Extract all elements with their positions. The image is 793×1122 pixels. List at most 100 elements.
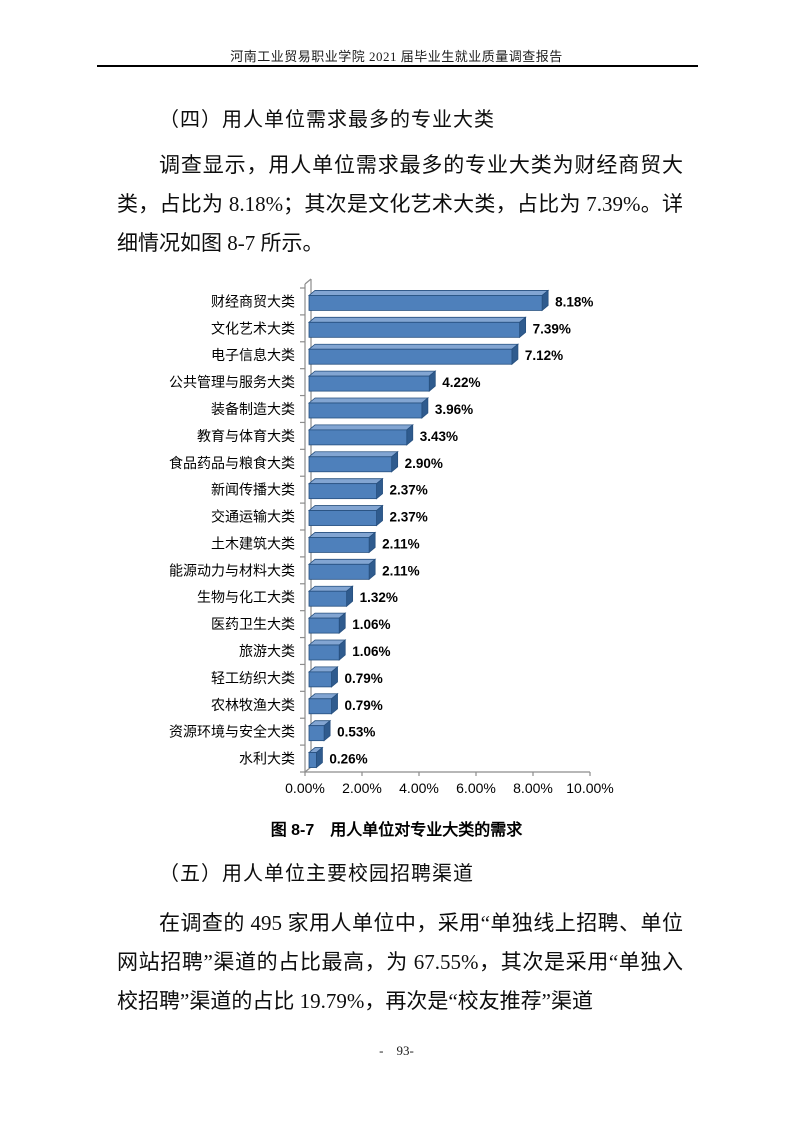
bar [308,617,340,634]
value-label: 3.96% [435,402,473,417]
bar [308,752,317,768]
category-label: 资源环境与安全大类 [169,724,295,740]
bar-row: 生物与化工大类 1.32% [197,585,398,608]
bar-row: 新闻传播大类 2.37% [211,477,428,500]
value-label: 2.11% [382,536,420,551]
bar [308,537,370,553]
bar [308,295,543,311]
category-label: 教育与体育大类 [197,428,295,444]
value-label: 7.39% [533,321,571,336]
bar-top-face [307,343,520,350]
x-tick-label: 10.00% [566,780,613,796]
page-header-title: 河南工业贸易职业学院 2021 届毕业生就业质量调查报告 [230,49,563,64]
bar-row: 公共管理与服务大类 4.22% [169,370,481,392]
bar-row: 文化艺术大类 7.39% [211,316,571,339]
bar-top-face [307,290,550,296]
value-label: 2.90% [405,456,443,471]
page-number: - 93- [379,1043,414,1058]
category-label: 轻工纺织大类 [211,670,295,686]
x-tick-label: 8.00% [513,780,553,796]
value-label: 8.18% [555,294,593,309]
bar-row: 土木建筑大类 2.11% [211,531,420,554]
section-4-heading: （四）用人单位需求最多的专业大类 [159,109,495,131]
bar [308,402,423,419]
value-label: 2.37% [390,510,428,525]
bar [308,590,348,607]
bar [308,375,430,392]
category-label: 食品药品与粮食大类 [169,455,295,471]
category-label: 土木建筑大类 [211,535,295,551]
bar-row: 水利大类 0.26% [239,746,368,769]
category-label: 财经商贸大类 [211,293,295,309]
x-tick-label: 0.00% [285,780,325,796]
category-label: 生物与化工大类 [197,589,295,605]
x-tick-label: 4.00% [399,780,439,796]
category-label: 文化艺术大类 [211,320,295,336]
category-label: 公共管理与服务大类 [169,374,295,390]
x-tick-label: 2.00% [342,780,382,796]
value-label: 1.06% [352,617,390,632]
bar-top-face [307,316,527,323]
category-label: 水利大类 [239,751,295,767]
header-rule [97,65,698,67]
value-label: 3.43% [420,429,458,444]
bar [308,725,325,742]
bar [308,429,408,446]
bar [308,698,332,715]
value-label: 0.79% [345,698,383,713]
bar-row: 医药卫生大类 1.06% [211,612,390,634]
bar-row: 资源环境与安全大类 0.53% [169,719,375,742]
bar-top-face [307,424,414,431]
category-label: 农林牧渔大类 [211,697,295,713]
value-label: 1.06% [352,644,390,659]
x-tick-label: 6.00% [456,780,496,796]
bar [308,671,332,688]
category-label: 电子信息大类 [211,347,295,363]
section-5-paragraph: 在调查的 495 家用人单位中，采用“单独线上招聘、单位网站招聘”渠道的占比最高… [117,911,683,1013]
bar-row: 电子信息大类 7.12% [211,343,563,366]
bar-top-face [307,478,384,485]
bar-row: 轻工纺织大类 0.79% [211,666,383,688]
bar [308,644,340,661]
bar-top-face [307,370,437,377]
bar-row: 教育与体育大类 3.43% [197,424,458,446]
value-label: 2.37% [390,483,428,498]
bar-row: 农林牧渔大类 0.79% [211,692,383,715]
category-label: 医药卫生大类 [211,616,295,632]
figure-caption: 图 8-7 用人单位对专业大类的需求 [270,822,523,839]
value-label: 7.12% [525,348,563,363]
value-label: 0.79% [345,671,383,686]
bar-top-face [307,451,399,458]
category-label: 装备制造大类 [211,401,295,417]
bar-top-face [307,505,384,511]
bar-row: 旅游大类 1.06% [239,639,390,661]
bar-top-face [307,558,377,565]
bar-row: 财经商贸大类 8.18% [211,289,593,312]
value-label: 0.26% [329,752,367,767]
bar-top-face [307,397,429,404]
bar-top-face [307,585,354,592]
bar-top-face [307,532,377,538]
section-5-heading: （五）用人单位主要校园招聘渠道 [159,863,474,885]
category-label: 交通运输大类 [211,509,295,525]
category-label: 新闻传播大类 [211,482,295,498]
bar-row: 食品药品与粮食大类 2.90% [169,450,443,473]
section-4-paragraph: 调查显示，用人单位需求最多的专业大类为财经商贸大类，占比为 8.18%；其次是文… [117,153,683,255]
value-label: 0.53% [337,725,375,740]
value-label: 1.32% [360,590,398,605]
value-label: 4.22% [442,375,480,390]
value-label: 2.11% [382,563,420,578]
chart-svg: 财经商贸大类 8.18% 文化艺术大类 7.39% 电子信息大类 7.12% 公共管理与服务… [169,278,614,796]
bar-row: 能源动力与材料大类 2.11% [169,558,420,581]
bar-row: 装备制造大类 3.96% [211,397,473,419]
bar [308,348,513,365]
bar [308,563,370,580]
category-label: 能源动力与材料大类 [169,562,295,578]
bar-row: 交通运输大类 2.37% [211,504,428,527]
bar [308,483,377,500]
category-label: 旅游大类 [239,643,295,659]
bar [308,456,393,473]
bar-chart: 财经商贸大类 8.18% 文化艺术大类 7.39% 电子信息大类 7.12% 公共管理与服务… [160,278,638,805]
bar [308,321,521,338]
